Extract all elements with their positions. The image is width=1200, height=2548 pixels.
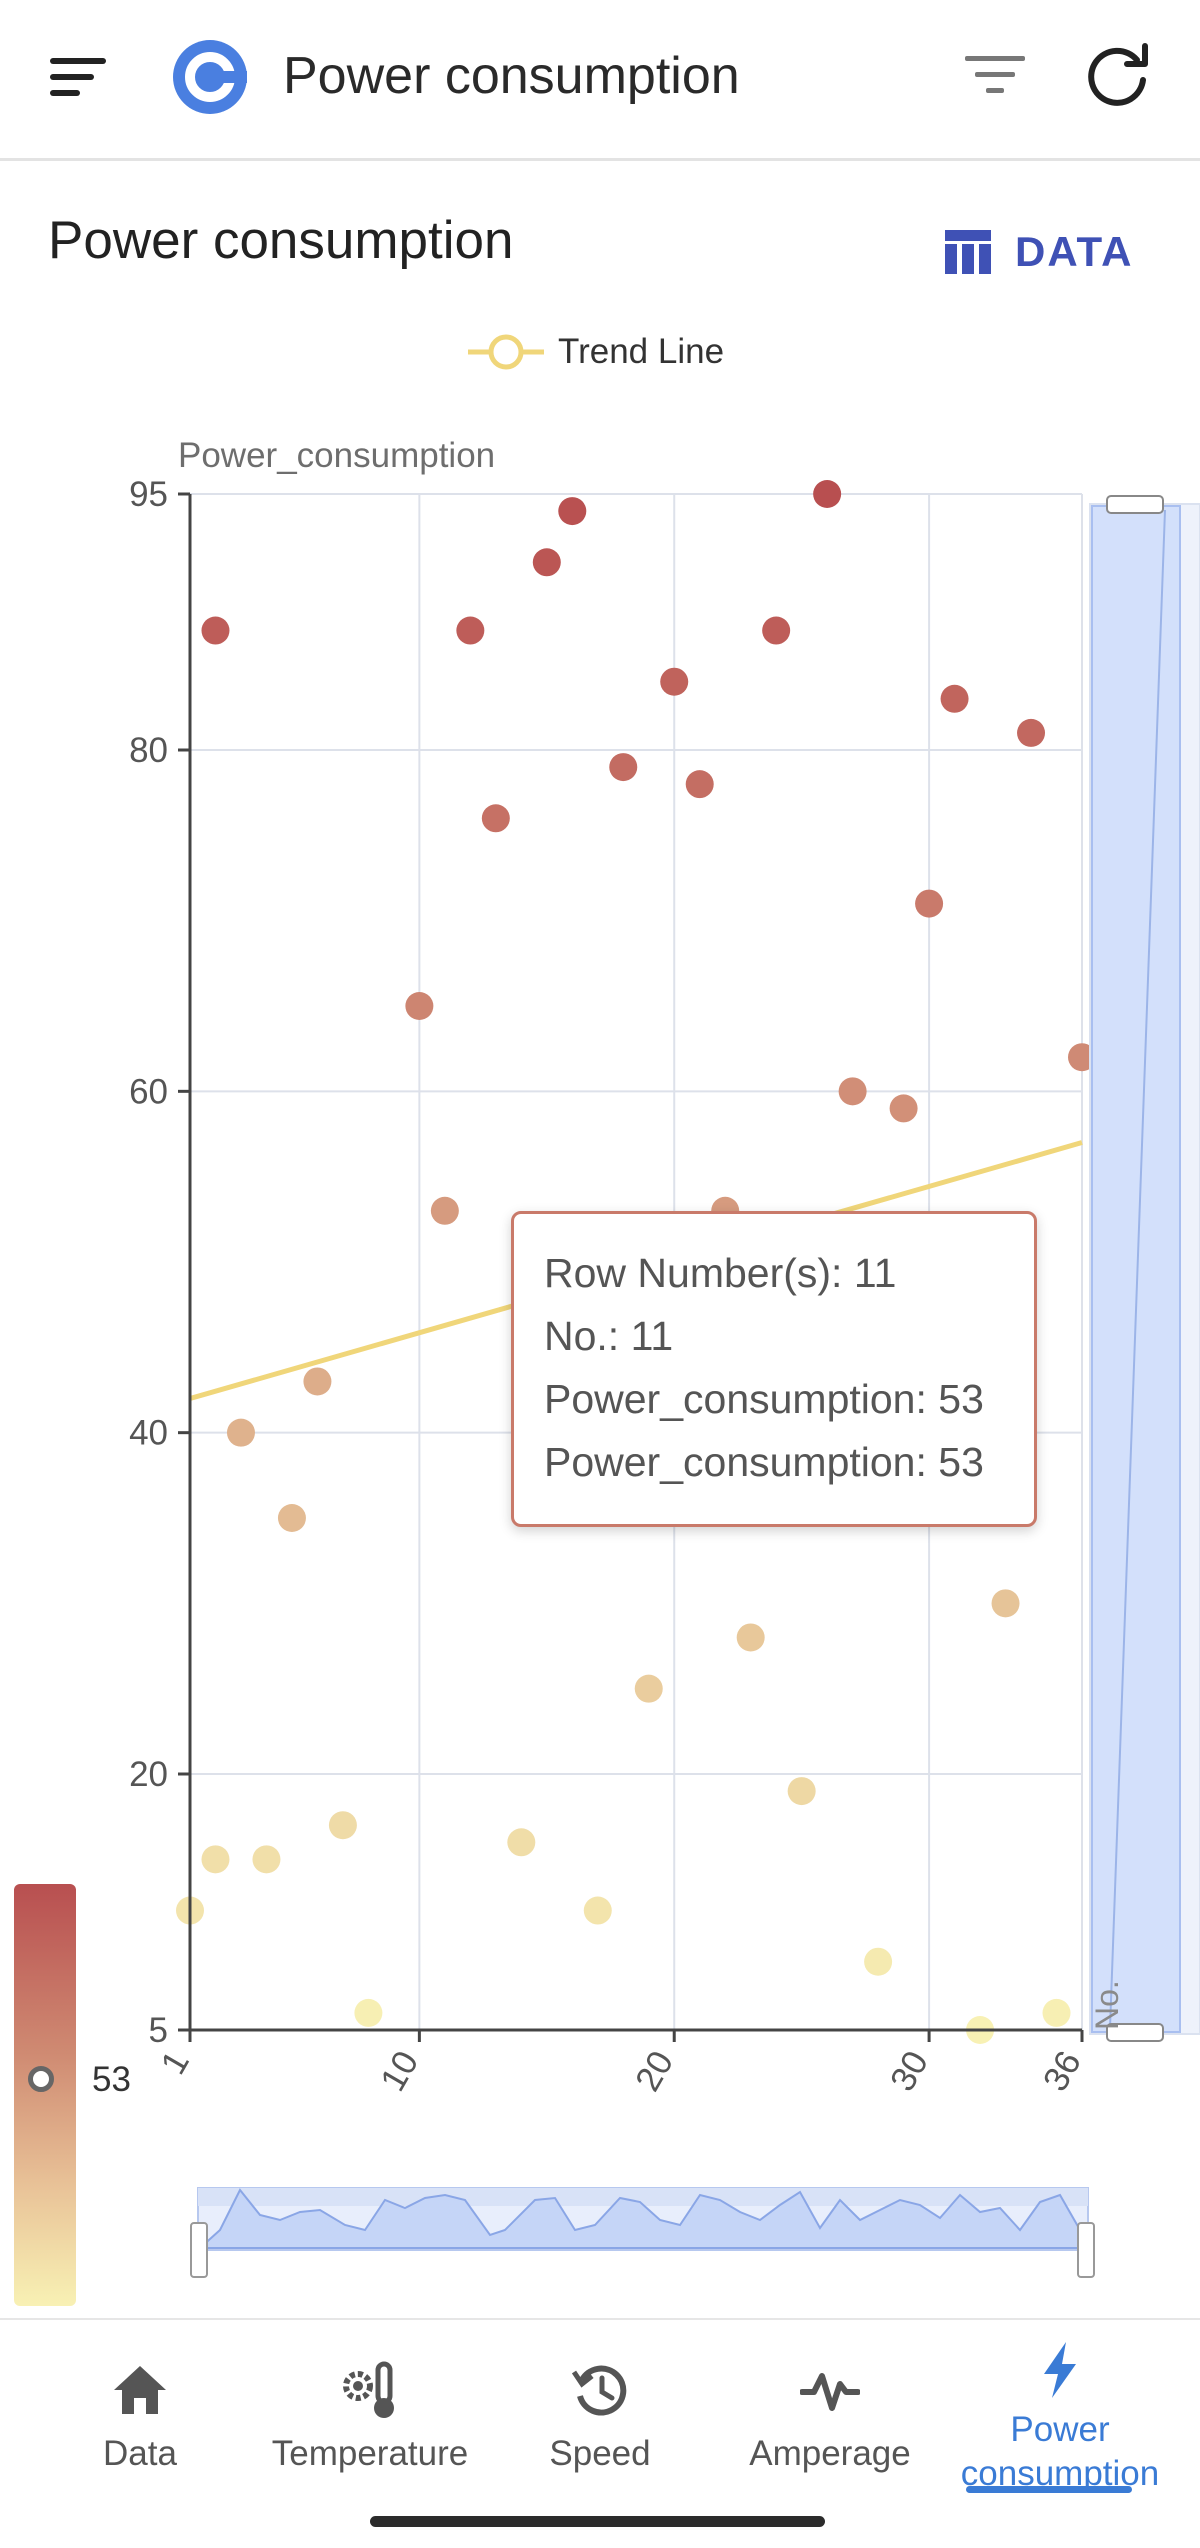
nav-item-data[interactable]: Data — [20, 2320, 260, 2520]
menu-icon[interactable] — [50, 56, 106, 98]
scatter-point[interactable] — [507, 1828, 536, 1857]
x-tick-label: 20 — [628, 2045, 681, 2098]
y-tick-label: 20 — [129, 1755, 168, 1794]
scatter-point[interactable] — [456, 616, 485, 645]
table-icon — [945, 230, 991, 274]
home-indicator — [370, 2516, 825, 2527]
x-axis-label: No. — [1089, 1980, 1125, 2030]
nav-label-power-consumption: Power consumption — [960, 2410, 1160, 2493]
scatter-point[interactable] — [558, 497, 587, 526]
scatter-point[interactable] — [940, 684, 969, 713]
x-tick-label: 10 — [373, 2045, 426, 2098]
x-tick-label: 36 — [1036, 2045, 1089, 2098]
scatter-point[interactable] — [634, 1674, 663, 1703]
data-button[interactable]: DATA — [945, 222, 1133, 282]
scatter-point[interactable] — [481, 804, 510, 833]
x-tick-label: 30 — [883, 2045, 936, 2098]
visual-map-value: 53 — [92, 2060, 131, 2099]
scatter-point[interactable] — [609, 753, 638, 782]
y-tick-label: 40 — [129, 1414, 168, 1453]
nav-label-data: Data — [103, 2434, 177, 2473]
scatter-point[interactable] — [405, 992, 434, 1020]
scatter-point[interactable] — [354, 1998, 383, 2027]
scatter-point[interactable] — [532, 548, 561, 577]
refresh-icon[interactable] — [1085, 42, 1151, 108]
scatter-point[interactable] — [226, 1418, 255, 1447]
history-icon — [571, 2365, 627, 2416]
scatter-point[interactable] — [915, 889, 944, 918]
scatter-point[interactable] — [277, 1504, 306, 1532]
scatter-point[interactable] — [430, 1196, 459, 1225]
chart-title: Power consumption — [48, 211, 514, 270]
horizontal-data-zoom[interactable] — [190, 2187, 1095, 2278]
thermometer-gear-icon — [343, 2361, 394, 2418]
y-tick-label: 80 — [129, 731, 168, 770]
data-button-label: DATA — [1015, 228, 1134, 275]
scatter-point[interactable] — [201, 1845, 230, 1874]
y-tick-label: 95 — [129, 475, 168, 514]
tooltip-row-number: Row Number(s): 11 — [544, 1250, 897, 1296]
visual-map-handle[interactable] — [28, 2066, 54, 2092]
y-tick-label: 5 — [149, 2011, 168, 2050]
zoom-bottom-handle[interactable] — [1106, 2023, 1164, 2042]
zoom-left-handle[interactable] — [190, 2222, 208, 2278]
scatter-point[interactable] — [1042, 1998, 1071, 2027]
home-icon — [114, 2366, 166, 2414]
nav-item-speed[interactable]: Speed — [480, 2320, 720, 2520]
scatter-point[interactable] — [889, 1094, 918, 1123]
trend-line-legend-icon — [468, 334, 544, 370]
scatter-point[interactable] — [813, 480, 842, 508]
scatter-point[interactable] — [991, 1589, 1020, 1618]
nav-label-temperature: Temperature — [271, 2434, 469, 2473]
nav-item-amperage[interactable]: Amperage — [710, 2320, 950, 2520]
x-tick-label: 1 — [153, 2045, 197, 2081]
zoom-top-handle[interactable] — [1106, 495, 1164, 514]
legend-trend-line-label: Trend Line — [558, 332, 725, 371]
tooltip-power-1: Power_consumption: 53 — [544, 1376, 984, 1422]
nav-label-speed: Speed — [549, 2434, 651, 2473]
chart-tooltip: Row Number(s): 11 No.: 11 Power_consumpt… — [511, 1211, 1037, 1527]
scatter-point[interactable] — [583, 1896, 612, 1925]
scatter-point[interactable] — [762, 616, 791, 645]
app-bar: Power consumption — [0, 0, 1200, 161]
bottom-navigation: Data Temperature Speed Amperage Power co… — [0, 2318, 1200, 2548]
scatter-point[interactable] — [736, 1623, 765, 1652]
scatter-point[interactable] — [201, 616, 230, 645]
tooltip-no: No.: 11 — [544, 1313, 674, 1359]
y-axis-label: Power_consumption — [178, 436, 495, 475]
scatter-point[interactable] — [303, 1367, 332, 1396]
scatter-point[interactable] — [864, 1947, 893, 1976]
scatter-point[interactable] — [328, 1811, 357, 1840]
bolt-icon — [1044, 2342, 1076, 2398]
active-nav-indicator — [966, 2486, 1132, 2493]
nav-item-temperature[interactable]: Temperature — [250, 2320, 490, 2520]
scatter-point[interactable] — [660, 667, 689, 696]
scatter-point[interactable] — [685, 770, 714, 799]
scatter-point[interactable] — [787, 1777, 816, 1806]
filter-icon[interactable] — [965, 52, 1025, 96]
nav-label-amperage: Amperage — [749, 2434, 911, 2473]
pulse-icon — [800, 2373, 860, 2411]
scatter-point[interactable] — [1017, 718, 1046, 747]
scatter-point[interactable] — [838, 1077, 867, 1106]
vertical-data-zoom[interactable]: No. — [1089, 495, 1200, 2042]
tooltip-power-2: Power_consumption: 53 — [544, 1439, 984, 1485]
y-tick-label: 60 — [129, 1072, 168, 1111]
chart-legend[interactable]: Trend Line — [468, 322, 724, 382]
scatter-point[interactable] — [252, 1845, 281, 1874]
app-logo-icon — [173, 40, 247, 114]
zoom-right-handle[interactable] — [1077, 2222, 1095, 2278]
app-title: Power consumption — [283, 47, 740, 105]
visual-map-gradient[interactable] — [14, 1884, 76, 2306]
zoom-sparkline — [197, 2188, 1090, 2249]
